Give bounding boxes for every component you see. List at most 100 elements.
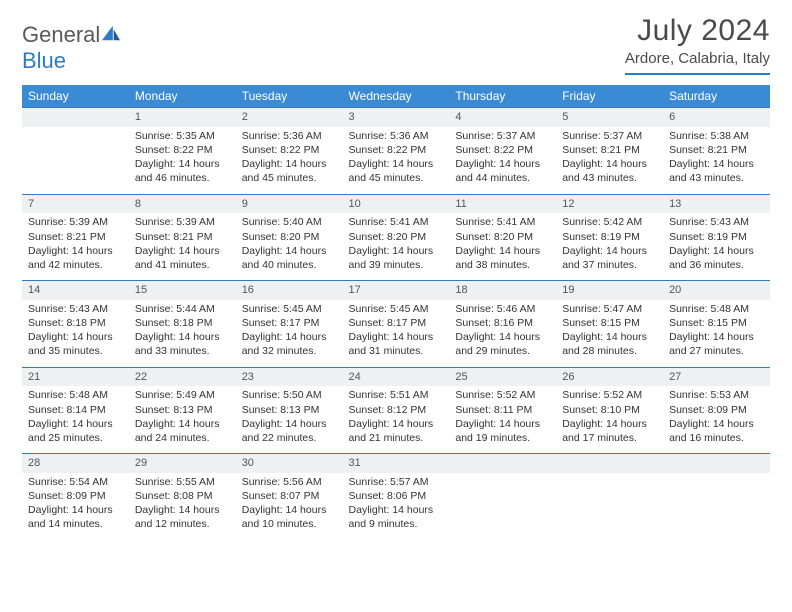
- calendar-cell: 1Sunrise: 5:35 AMSunset: 8:22 PMDaylight…: [129, 107, 236, 194]
- day-line: Sunrise: 5:55 AM: [135, 475, 230, 489]
- day-number: 21: [22, 367, 129, 387]
- calendar-week: 28Sunrise: 5:54 AMSunset: 8:09 PMDayligh…: [22, 453, 770, 540]
- calendar-cell: [663, 453, 770, 540]
- day-line: Sunset: 8:09 PM: [28, 489, 123, 503]
- day-line: and 24 minutes.: [135, 431, 230, 445]
- day-body: Sunrise: 5:52 AMSunset: 8:11 PMDaylight:…: [449, 386, 556, 453]
- day-number: 4: [449, 107, 556, 127]
- day-body: Sunrise: 5:39 AMSunset: 8:21 PMDaylight:…: [129, 213, 236, 280]
- day-number: 28: [22, 453, 129, 473]
- day-line: and 28 minutes.: [562, 344, 657, 358]
- day-number: 16: [236, 280, 343, 300]
- day-line: Sunset: 8:22 PM: [242, 143, 337, 157]
- day-body: Sunrise: 5:39 AMSunset: 8:21 PMDaylight:…: [22, 213, 129, 280]
- day-line: Sunset: 8:13 PM: [242, 403, 337, 417]
- day-line: Daylight: 14 hours: [562, 157, 657, 171]
- day-line: Sunset: 8:10 PM: [562, 403, 657, 417]
- day-line: Sunrise: 5:56 AM: [242, 475, 337, 489]
- day-line: Daylight: 14 hours: [28, 244, 123, 258]
- logo-part1: General: [22, 22, 100, 47]
- day-body: Sunrise: 5:43 AMSunset: 8:18 PMDaylight:…: [22, 300, 129, 367]
- day-number: 14: [22, 280, 129, 300]
- calendar-cell: 31Sunrise: 5:57 AMSunset: 8:06 PMDayligh…: [343, 453, 450, 540]
- day-line: Sunset: 8:09 PM: [669, 403, 764, 417]
- calendar-body: 1Sunrise: 5:35 AMSunset: 8:22 PMDaylight…: [22, 107, 770, 540]
- day-number: 25: [449, 367, 556, 387]
- day-line: Sunset: 8:08 PM: [135, 489, 230, 503]
- calendar-cell: 19Sunrise: 5:47 AMSunset: 8:15 PMDayligh…: [556, 280, 663, 367]
- day-body: [22, 127, 129, 185]
- day-body: [663, 473, 770, 531]
- day-line: Daylight: 14 hours: [135, 503, 230, 517]
- day-body: [556, 473, 663, 531]
- calendar-cell: 8Sunrise: 5:39 AMSunset: 8:21 PMDaylight…: [129, 194, 236, 281]
- day-line: Sunrise: 5:52 AM: [455, 388, 550, 402]
- day-number: 31: [343, 453, 450, 473]
- day-line: Daylight: 14 hours: [349, 503, 444, 517]
- calendar-week: 1Sunrise: 5:35 AMSunset: 8:22 PMDaylight…: [22, 107, 770, 194]
- day-line: and 21 minutes.: [349, 431, 444, 445]
- calendar-cell: 18Sunrise: 5:46 AMSunset: 8:16 PMDayligh…: [449, 280, 556, 367]
- day-line: Sunset: 8:19 PM: [562, 230, 657, 244]
- day-line: Sunrise: 5:43 AM: [28, 302, 123, 316]
- day-line: Sunrise: 5:46 AM: [455, 302, 550, 316]
- day-line: Daylight: 14 hours: [562, 244, 657, 258]
- calendar-week: 14Sunrise: 5:43 AMSunset: 8:18 PMDayligh…: [22, 280, 770, 367]
- calendar-cell: 16Sunrise: 5:45 AMSunset: 8:17 PMDayligh…: [236, 280, 343, 367]
- day-line: Sunset: 8:20 PM: [455, 230, 550, 244]
- day-line: Sunrise: 5:48 AM: [28, 388, 123, 402]
- day-line: Sunrise: 5:52 AM: [562, 388, 657, 402]
- day-body: Sunrise: 5:55 AMSunset: 8:08 PMDaylight:…: [129, 473, 236, 540]
- day-number: 24: [343, 367, 450, 387]
- day-line: and 38 minutes.: [455, 258, 550, 272]
- day-line: Sunrise: 5:38 AM: [669, 129, 764, 143]
- day-line: and 43 minutes.: [669, 171, 764, 185]
- day-line: Daylight: 14 hours: [669, 244, 764, 258]
- day-line: Daylight: 14 hours: [669, 417, 764, 431]
- day-line: Sunset: 8:21 PM: [669, 143, 764, 157]
- day-line: and 19 minutes.: [455, 431, 550, 445]
- day-body: Sunrise: 5:53 AMSunset: 8:09 PMDaylight:…: [663, 386, 770, 453]
- day-body: Sunrise: 5:56 AMSunset: 8:07 PMDaylight:…: [236, 473, 343, 540]
- calendar-cell: 26Sunrise: 5:52 AMSunset: 8:10 PMDayligh…: [556, 367, 663, 454]
- day-line: Sunrise: 5:50 AM: [242, 388, 337, 402]
- day-line: and 41 minutes.: [135, 258, 230, 272]
- calendar-table: SundayMondayTuesdayWednesdayThursdayFrid…: [22, 85, 770, 540]
- day-line: Sunset: 8:18 PM: [28, 316, 123, 330]
- day-number: 3: [343, 107, 450, 127]
- day-line: and 37 minutes.: [562, 258, 657, 272]
- day-number: 6: [663, 107, 770, 127]
- day-line: Sunset: 8:20 PM: [349, 230, 444, 244]
- calendar-cell: 10Sunrise: 5:41 AMSunset: 8:20 PMDayligh…: [343, 194, 450, 281]
- title-block: July 2024 Ardore, Calabria, Italy: [625, 14, 770, 75]
- day-number: [22, 107, 129, 127]
- day-body: Sunrise: 5:38 AMSunset: 8:21 PMDaylight:…: [663, 127, 770, 194]
- page-header: GeneralBlue July 2024 Ardore, Calabria, …: [22, 14, 770, 75]
- day-line: and 12 minutes.: [135, 517, 230, 531]
- day-line: and 40 minutes.: [242, 258, 337, 272]
- day-line: Sunrise: 5:45 AM: [349, 302, 444, 316]
- day-number: 13: [663, 194, 770, 214]
- calendar-cell: 4Sunrise: 5:37 AMSunset: 8:22 PMDaylight…: [449, 107, 556, 194]
- day-header: Sunday: [22, 85, 129, 107]
- day-line: and 44 minutes.: [455, 171, 550, 185]
- day-line: Sunset: 8:18 PM: [135, 316, 230, 330]
- logo-sail-icon: [100, 24, 122, 42]
- calendar-cell: 15Sunrise: 5:44 AMSunset: 8:18 PMDayligh…: [129, 280, 236, 367]
- day-line: Daylight: 14 hours: [455, 330, 550, 344]
- calendar-cell: 23Sunrise: 5:50 AMSunset: 8:13 PMDayligh…: [236, 367, 343, 454]
- day-number: 8: [129, 194, 236, 214]
- day-body: Sunrise: 5:35 AMSunset: 8:22 PMDaylight:…: [129, 127, 236, 194]
- calendar-cell: 17Sunrise: 5:45 AMSunset: 8:17 PMDayligh…: [343, 280, 450, 367]
- day-number: 17: [343, 280, 450, 300]
- day-line: and 17 minutes.: [562, 431, 657, 445]
- day-body: [449, 473, 556, 531]
- day-line: Sunset: 8:22 PM: [135, 143, 230, 157]
- day-body: Sunrise: 5:44 AMSunset: 8:18 PMDaylight:…: [129, 300, 236, 367]
- day-number: 30: [236, 453, 343, 473]
- day-line: Sunset: 8:15 PM: [562, 316, 657, 330]
- day-line: and 16 minutes.: [669, 431, 764, 445]
- day-line: Sunrise: 5:45 AM: [242, 302, 337, 316]
- day-number: [449, 453, 556, 473]
- day-body: Sunrise: 5:52 AMSunset: 8:10 PMDaylight:…: [556, 386, 663, 453]
